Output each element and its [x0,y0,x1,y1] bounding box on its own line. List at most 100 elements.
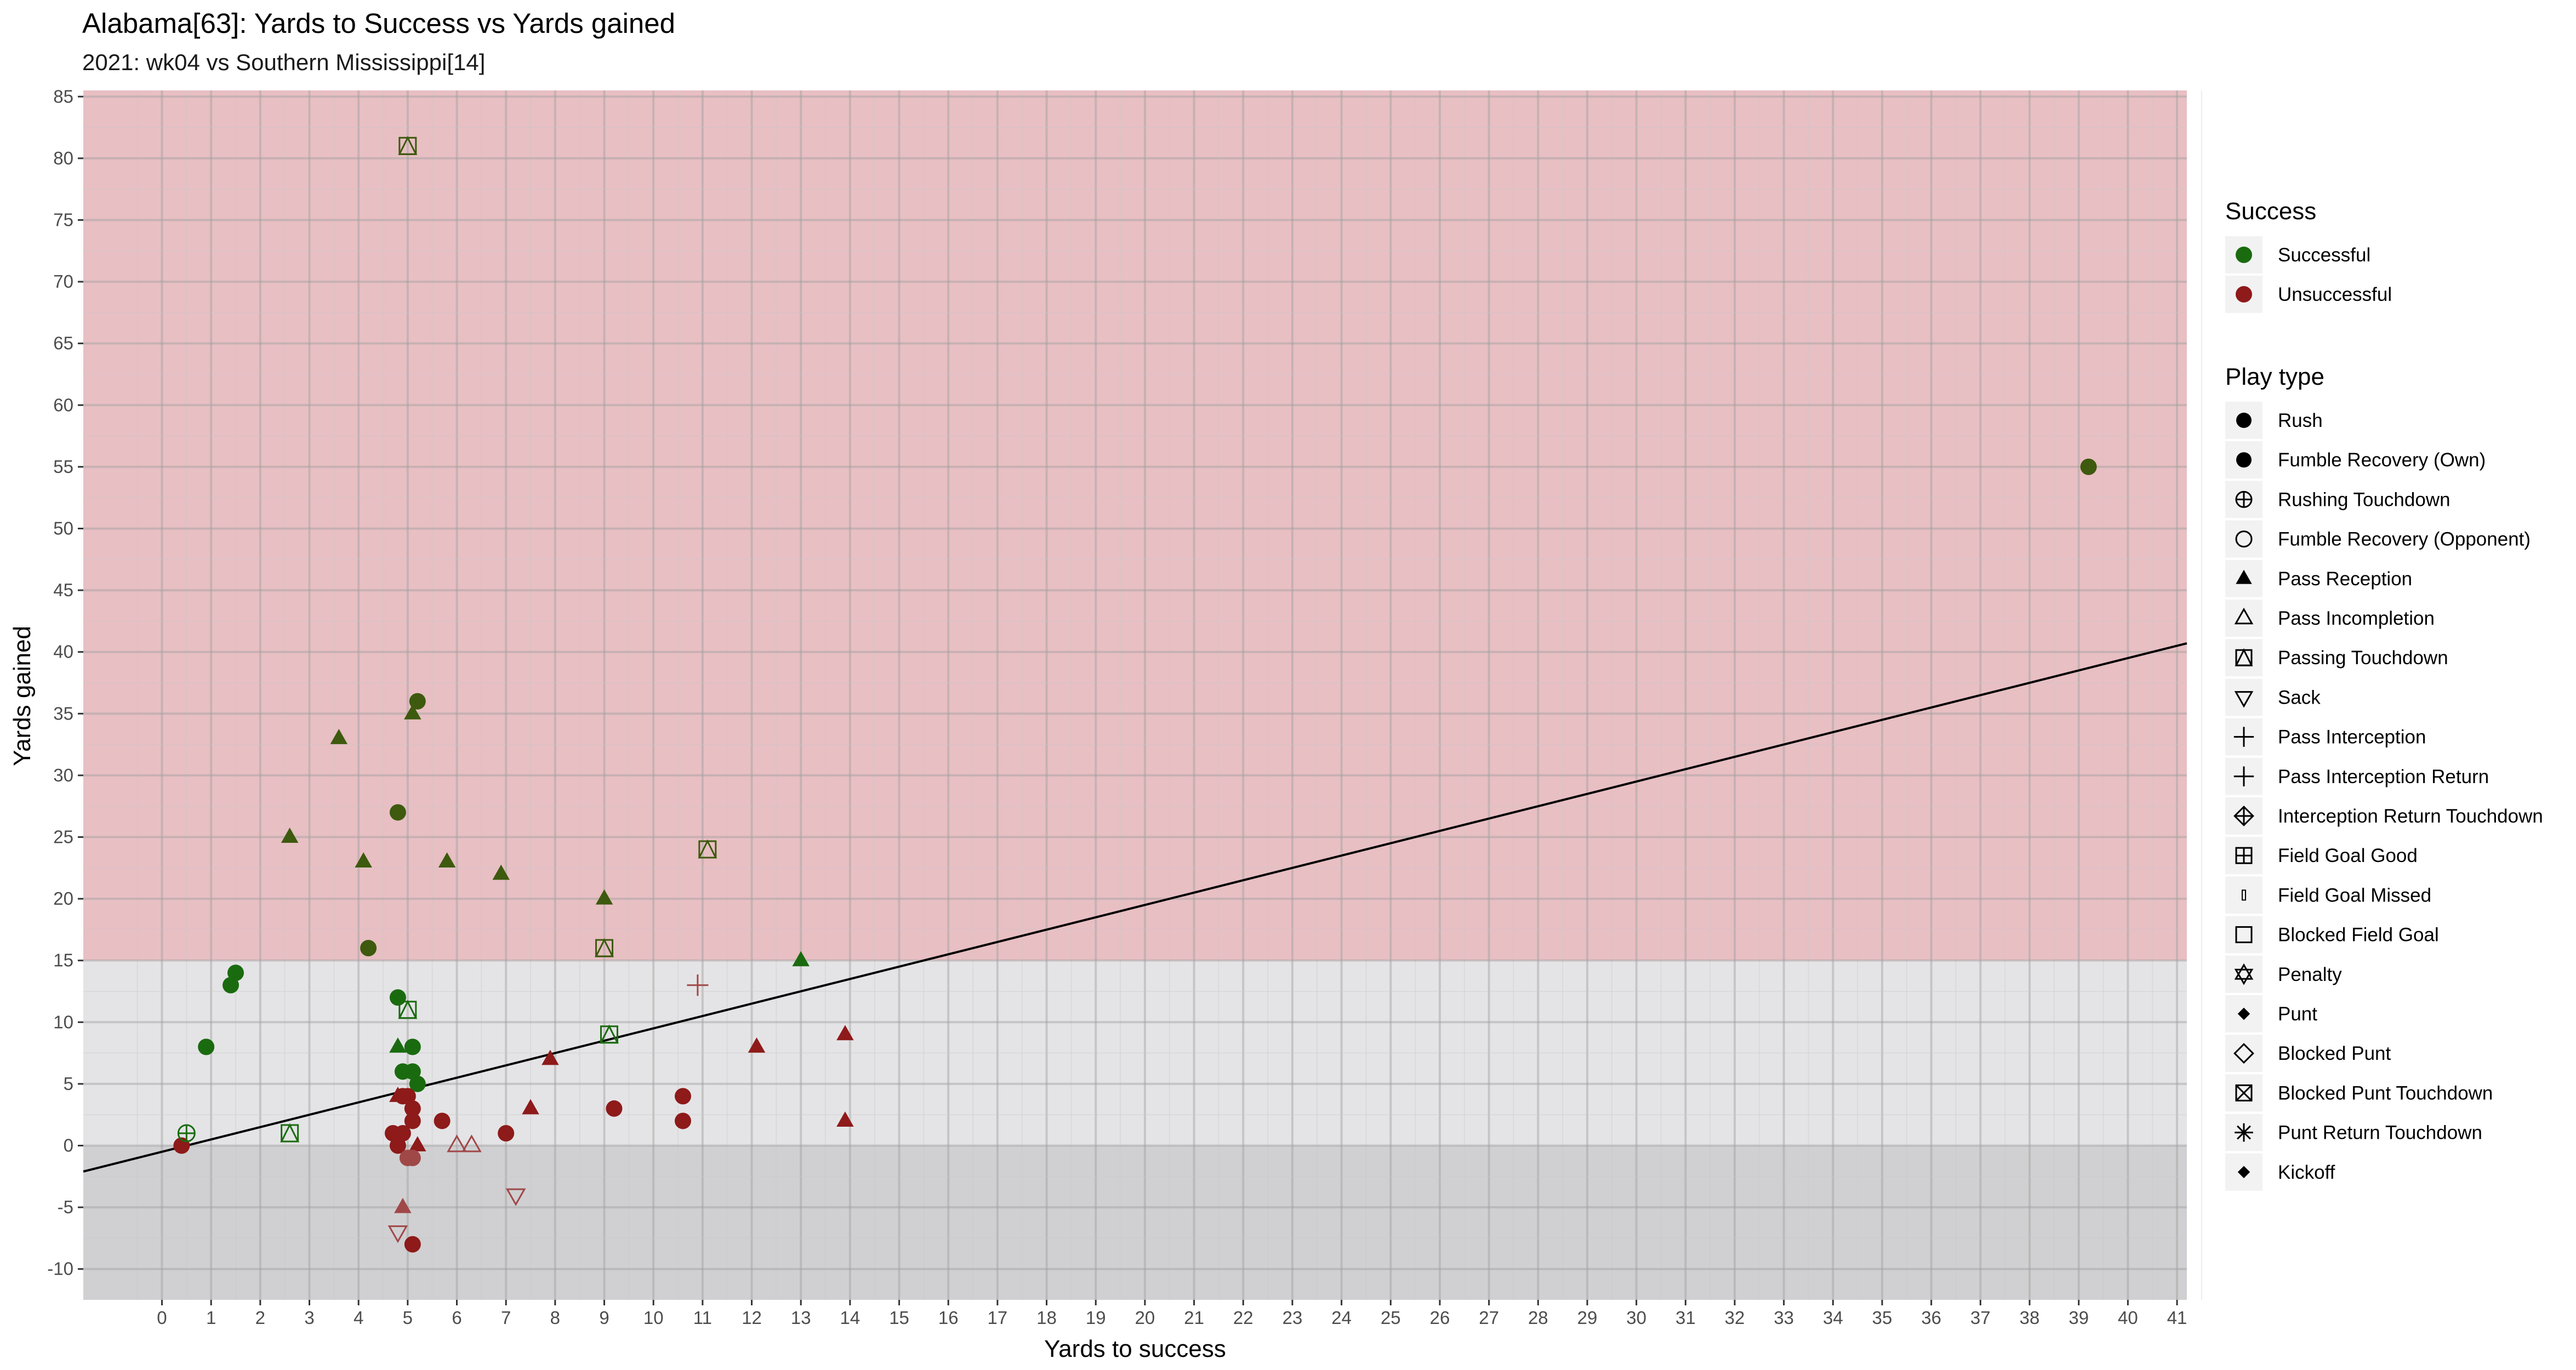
legend-playtype-label: Pass Reception [2278,568,2412,590]
legend: Success Successful Unsuccessful Play type… [2225,198,2543,1191]
data-point [389,1137,406,1154]
data-points [173,135,2097,1253]
y-tick-label: 80 [53,148,73,168]
legend-playtype-label: Kickoff [2278,1162,2335,1183]
legend-playtype-items: Rush Fumble Recovery (Own) Rushing Touchdo… [2225,402,2543,1191]
y-tick-label: 35 [53,703,73,723]
legend-playtype-key [2236,452,2252,468]
data-point [404,1038,421,1055]
data-point [498,1124,515,1141]
data-point [522,1099,539,1115]
x-tick-label: 23 [1283,1308,1303,1328]
x-tick-label: 40 [2118,1308,2138,1328]
legend-success-label: Unsuccessful [2278,284,2392,305]
x-tick-label: 35 [1872,1308,1893,1328]
x-tick-label: 21 [1184,1308,1204,1328]
data-point [404,1236,421,1253]
legend-playtype-label: Interception Return Touchdown [2278,806,2543,827]
x-tick-label: 18 [1036,1308,1057,1328]
legend-playtype-key [2233,1043,2254,1064]
data-point [387,1225,408,1243]
data-point [198,1038,215,1055]
data-point [438,852,456,868]
legend-key-bg [2225,639,2262,677]
data-point [2080,458,2097,475]
x-axis-ticks: 0 1 2 3 4 5 6 7 8 9 10 11 12 13 14 15 16 17 18 19 20 21 22 23 24… [157,1300,2187,1328]
data-point [394,1197,412,1213]
y-tick-label: 15 [53,950,73,971]
legend-playtype-label: Punt Return Touchdown [2278,1122,2482,1144]
data-point [461,1134,482,1152]
legend-playtype-label: Punt [2278,1003,2317,1025]
legend-playtype-label: Rush [2278,410,2323,431]
legend-success-label: Successful [2278,244,2370,266]
x-tick-label: 3 [304,1308,314,1328]
data-point [606,1100,623,1117]
y-tick-label: 5 [64,1074,73,1094]
legend-playtype-label: Passing Touchdown [2278,647,2448,669]
legend-playtype-key [2237,1166,2250,1178]
legend-key-bg [2225,916,2262,954]
data-point [223,977,240,994]
trend-line [83,642,2187,1173]
y-tick-label: 55 [53,456,73,477]
legend-key-bg [2225,600,2262,637]
x-tick-label: 25 [1381,1308,1401,1328]
data-point [399,1088,416,1105]
zone-band-2 [83,1145,2187,1300]
data-point [595,938,614,957]
legend-playtype-label: Blocked Field Goal [2278,924,2439,946]
data-point [389,804,406,821]
legend-playtype-key [2235,648,2253,666]
x-tick-label: 13 [791,1308,811,1328]
legend-playtype-key [2236,569,2252,584]
legend-playtype-label: Blocked Punt [2278,1043,2391,1064]
x-tick-label: 9 [599,1308,609,1328]
y-tick-label: -5 [58,1197,73,1217]
data-point [389,989,406,1006]
data-point [748,1037,766,1053]
y-tick-label: 20 [53,888,73,909]
legend-playtype-label: Pass Interception Return [2278,766,2489,787]
x-tick-label: 30 [1626,1308,1646,1328]
trend-line-layer [83,642,2187,1173]
x-tick-label: 15 [889,1308,909,1328]
legend-playtype-label: Rushing Touchdown [2278,489,2450,510]
x-tick-label: 1 [206,1308,216,1328]
legend-playtype-label: Fumble Recovery (Opponent) [2278,529,2531,550]
x-tick-label: 32 [1725,1308,1745,1328]
grid-lines [83,90,2202,1300]
x-tick-label: 39 [2068,1308,2089,1328]
chart-title: Alabama[63]: Yards to Success vs Yards g… [82,8,675,39]
y-tick-label: 60 [53,395,73,415]
x-tick-label: 2 [255,1308,265,1328]
legend-playtype-label: Penalty [2278,964,2342,985]
x-tick-label: 5 [403,1308,413,1328]
data-point [447,1134,467,1152]
chart-subtitle: 2021: wk04 vs Southern Mississippi[14] [82,49,485,75]
x-tick-label: 4 [354,1308,363,1328]
x-tick-label: 33 [1774,1308,1794,1328]
legend-key-bg [2225,520,2262,558]
legend-playtype-label: Field Goal Good [2278,845,2418,866]
data-point [398,135,418,155]
legend-playtype-key [2234,691,2254,708]
y-tick-label: 45 [53,580,73,600]
x-tick-label: 17 [988,1308,1008,1328]
legend-playtype-label: Blocked Punt Touchdown [2278,1082,2493,1104]
y-tick-label: 85 [53,86,73,106]
data-point [398,1000,418,1019]
y-axis-ticks: -10 -5 0 5 10 15 20 25 30 35 40 45 50 55 60 65 70 75 80 85 [47,86,83,1279]
legend-success-title: Success [2225,198,2316,225]
x-tick-label: 38 [2020,1308,2040,1328]
x-tick-label: 36 [1921,1308,1941,1328]
data-point [360,940,377,957]
y-axis-title: Yards gained [9,626,36,766]
x-tick-label: 10 [643,1308,664,1328]
y-tick-label: 65 [53,333,73,353]
legend-playtype-key [2234,963,2254,985]
x-tick-label: 8 [550,1308,560,1328]
x-tick-label: 34 [1823,1308,1843,1328]
x-tick-label: 31 [1675,1308,1696,1328]
data-point [409,1136,426,1151]
